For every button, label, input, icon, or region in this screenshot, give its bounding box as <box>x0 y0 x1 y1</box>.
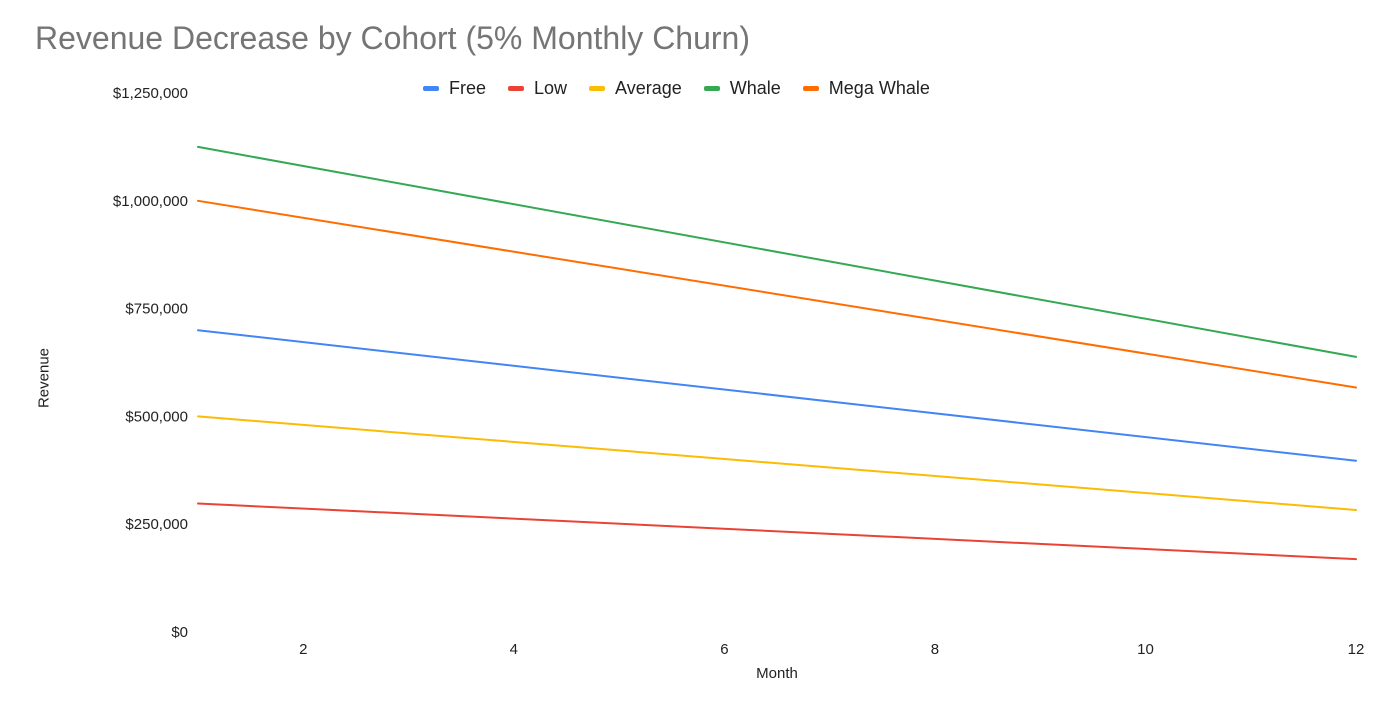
chart-legend: Free Low Average Whale Mega Whale <box>423 78 952 99</box>
legend-item-whale[interactable]: Whale <box>703 78 781 99</box>
y-tick-label: $750,000 <box>125 301 188 318</box>
legend-swatch-free <box>423 86 439 91</box>
legend-label-free: Free <box>449 78 487 98</box>
legend-label-mega-whale: Mega Whale <box>828 78 930 98</box>
x-tick-label: 8 <box>931 641 939 658</box>
x-axis-title: Month <box>756 665 798 682</box>
legend-swatch-mega-whale <box>802 86 819 91</box>
x-axis-ticks: 2 4 6 8 10 12 <box>299 641 1364 658</box>
chart-title: Revenue Decrease by Cohort (5% Monthly C… <box>35 20 750 56</box>
y-tick-label: $0 <box>171 624 188 641</box>
legend-label-low: Low <box>534 78 568 98</box>
x-tick-label: 12 <box>1348 641 1365 658</box>
series-line-mega-whale[interactable] <box>197 199 1357 389</box>
y-tick-label: $500,000 <box>125 408 188 425</box>
y-axis-ticks: $0 $250,000 $500,000 $750,000 $1,000,000 $1,2… <box>113 85 188 641</box>
x-tick-label: 6 <box>720 641 728 658</box>
legend-label-whale: Whale <box>729 78 781 98</box>
series-line-low[interactable] <box>197 502 1357 561</box>
legend-item-free[interactable]: Free <box>423 78 486 99</box>
legend-swatch-average <box>589 86 606 91</box>
legend-item-average[interactable]: Average <box>589 78 682 99</box>
series-line-average[interactable] <box>197 415 1357 511</box>
series-line-whale[interactable] <box>197 145 1357 358</box>
legend-item-mega-whale[interactable]: Mega Whale <box>802 78 930 99</box>
legend-swatch-low <box>508 86 525 91</box>
legend-item-low[interactable]: Low <box>508 78 567 99</box>
series-lines <box>197 145 1357 561</box>
series-line-free[interactable] <box>197 329 1357 462</box>
x-tick-label: 10 <box>1137 641 1154 658</box>
x-tick-label: 4 <box>510 641 518 658</box>
legend-label-average: Average <box>615 78 682 98</box>
y-tick-label: $1,000,000 <box>113 193 188 210</box>
x-tick-label: 2 <box>299 641 307 658</box>
y-tick-label: $250,000 <box>125 516 188 533</box>
y-tick-label: $1,250,000 <box>113 85 188 102</box>
legend-swatch-whale <box>703 86 720 91</box>
